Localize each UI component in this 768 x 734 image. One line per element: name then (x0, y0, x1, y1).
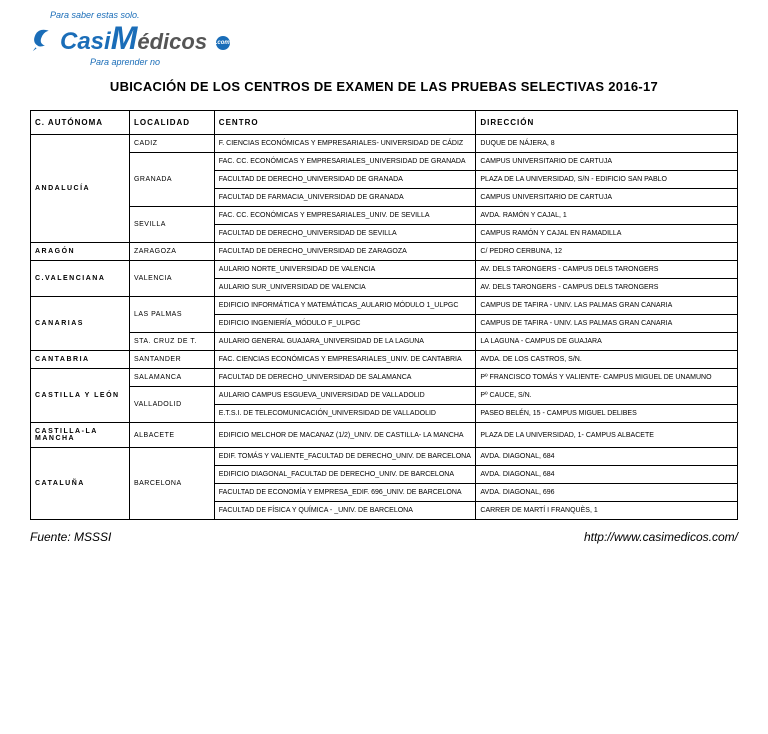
cell-region: C.VALENCIANA (31, 261, 130, 297)
cell-center: FACULTAD DE FARMACIA_UNIVERSIDAD DE GRAN… (214, 189, 476, 207)
cell-address: CAMPUS RAMÓN Y CAJAL EN RAMADILLA (476, 225, 738, 243)
logo-edicos: édicos (137, 29, 207, 54)
cell-locality: GRANADA (129, 153, 214, 207)
table-row: VALLADOLIDAULARIO CAMPUS ESGUEVA_UNIVERS… (31, 387, 738, 405)
cell-center: AULARIO NORTE_UNIVERSIDAD DE VALENCIA (214, 261, 476, 279)
cell-center: F. CIENCIAS ECONÓMICAS Y EMPRESARIALES- … (214, 135, 476, 153)
cell-locality: VALLADOLID (129, 387, 214, 423)
cell-center: AULARIO CAMPUS ESGUEVA_UNIVERSIDAD DE VA… (214, 387, 476, 405)
cell-address: DUQUE DE NÁJERA, 8 (476, 135, 738, 153)
cell-center: FACULTAD DE DERECHO_UNIVERSIDAD DE GRANA… (214, 171, 476, 189)
logo-dot-icon: .com (216, 36, 230, 50)
cell-center: EDIFICIO INFORMÁTICA Y MATEMÁTICAS_AULAR… (214, 297, 476, 315)
cell-center: FACULTAD DE DERECHO_UNIVERSIDAD DE SEVIL… (214, 225, 476, 243)
cell-center: FACULTAD DE DERECHO_UNIVERSIDAD DE ZARAG… (214, 243, 476, 261)
table-row: SEVILLAFAC. CC. ECONÓMICAS Y EMPRESARIAL… (31, 207, 738, 225)
cell-center: FACULTAD DE FÍSICA Y QUÍMICA - _UNIV. DE… (214, 502, 476, 520)
cell-locality: SALAMANCA (129, 369, 214, 387)
cell-address: CAMPUS DE TAFIRA - UNIV. LAS PALMAS GRAN… (476, 315, 738, 333)
cell-locality: VALENCIA (129, 261, 214, 297)
cell-address: PLAZA DE LA UNIVERSIDAD, S/N - EDIFICIO … (476, 171, 738, 189)
table-row: CATALUÑABARCELONAEDIF. TOMÁS Y VALIENTE_… (31, 448, 738, 466)
cell-address: AV. DELS TARONGERS - CAMPUS DELS TARONGE… (476, 279, 738, 297)
cell-center: FACULTAD DE ECONOMÍA Y EMPRESA_EDIF. 696… (214, 484, 476, 502)
cell-address: AVDA. DIAGONAL, 696 (476, 484, 738, 502)
cell-region: ANDALUCÍA (31, 135, 130, 243)
logo-m: M (111, 20, 138, 56)
cell-address: CAMPUS DE TAFIRA - UNIV. LAS PALMAS GRAN… (476, 297, 738, 315)
cell-address: AVDA. RAMÓN Y CAJAL, 1 (476, 207, 738, 225)
logo-main-row: CasiMédicos .com (30, 20, 738, 57)
table-row: CASTILLA Y LEÓNSALAMANCAFACULTAD DE DERE… (31, 369, 738, 387)
cell-locality: SEVILLA (129, 207, 214, 243)
cell-address: PASEO BELÉN, 15 - CAMPUS MIGUEL DELIBES (476, 405, 738, 423)
footer-url: http://www.casimedicos.com/ (584, 530, 738, 544)
cell-address: CAMPUS UNIVERSITARIO DE CARTUJA (476, 189, 738, 207)
cell-locality: BARCELONA (129, 448, 214, 520)
cell-center: AULARIO SUR_UNIVERSIDAD DE VALENCIA (214, 279, 476, 297)
cell-address: AVDA. DE LOS CASTROS, S/N. (476, 351, 738, 369)
cell-locality: ZARAGOZA (129, 243, 214, 261)
cell-region: CANTABRIA (31, 351, 130, 369)
cell-locality: STA. CRUZ DE T. (129, 333, 214, 351)
table-row: ANDALUCÍACADIZF. CIENCIAS ECONÓMICAS Y E… (31, 135, 738, 153)
page-title: UBICACIÓN DE LOS CENTROS DE EXAMEN DE LA… (30, 79, 738, 94)
table-header-row: C. AUTÓNOMA LOCALIDAD CENTRO DIRECCIÓN (31, 111, 738, 135)
cell-center: E.T.S.I. DE TELECOMUNICACIÓN_UNIVERSIDAD… (214, 405, 476, 423)
footer: Fuente: MSSSI http://www.casimedicos.com… (30, 530, 738, 544)
header-locality: LOCALIDAD (129, 111, 214, 135)
table-row: CASTILLA-LA MANCHAALBACETEEDIFICIO MELCH… (31, 423, 738, 448)
table-row: STA. CRUZ DE T.AULARIO GENERAL GUAJARA_U… (31, 333, 738, 351)
logo-tagline-top: Para saber estas solo. (50, 10, 738, 20)
table-body: ANDALUCÍACADIZF. CIENCIAS ECONÓMICAS Y E… (31, 135, 738, 520)
cell-center: EDIF. TOMÁS Y VALIENTE_FACULTAD DE DEREC… (214, 448, 476, 466)
swirl-icon (30, 25, 58, 53)
cell-address: Pº FRANCISCO TOMÁS Y VALIENTE- CAMPUS MI… (476, 369, 738, 387)
cell-region: CANARIAS (31, 297, 130, 351)
table-row: CANTABRIASANTANDERFAC. CIENCIAS ECONÓMIC… (31, 351, 738, 369)
header-center: CENTRO (214, 111, 476, 135)
cell-center: FAC. CC. ECONÓMICAS Y EMPRESARIALES_UNIV… (214, 153, 476, 171)
footer-source: Fuente: MSSSI (30, 530, 111, 544)
cell-region: CATALUÑA (31, 448, 130, 520)
cell-center: FACULTAD DE DERECHO_UNIVERSIDAD DE SALAM… (214, 369, 476, 387)
cell-address: AVDA. DIAGONAL, 684 (476, 448, 738, 466)
cell-region: CASTILLA-LA MANCHA (31, 423, 130, 448)
header-region: C. AUTÓNOMA (31, 111, 130, 135)
cell-locality: CADIZ (129, 135, 214, 153)
cell-address: CARRER DE MARTÍ I FRANQUÈS, 1 (476, 502, 738, 520)
logo-text: CasiMédicos .com (60, 20, 230, 57)
cell-center: FAC. CC. ECONÓMICAS Y EMPRESARIALES_UNIV… (214, 207, 476, 225)
cell-locality: ALBACETE (129, 423, 214, 448)
table-row: ARAGÓNZARAGOZAFACULTAD DE DERECHO_UNIVER… (31, 243, 738, 261)
table-row: CANARIASLAS PALMASEDIFICIO INFORMÁTICA Y… (31, 297, 738, 315)
header-address: DIRECCIÓN (476, 111, 738, 135)
cell-center: FAC. CIENCIAS ECONÓMICAS Y EMPRESARIALES… (214, 351, 476, 369)
exam-centers-table: C. AUTÓNOMA LOCALIDAD CENTRO DIRECCIÓN A… (30, 110, 738, 520)
cell-address: Pº CAUCE, S/N. (476, 387, 738, 405)
cell-center: EDIFICIO MELCHOR DE MACANAZ (1/2)_UNIV. … (214, 423, 476, 448)
cell-center: AULARIO GENERAL GUAJARA_UNIVERSIDAD DE L… (214, 333, 476, 351)
logo-casi: Casi (60, 28, 111, 55)
table-row: GRANADAFAC. CC. ECONÓMICAS Y EMPRESARIAL… (31, 153, 738, 171)
cell-address: PLAZA DE LA UNIVERSIDAD, 1- CAMPUS ALBAC… (476, 423, 738, 448)
cell-locality: LAS PALMAS (129, 297, 214, 333)
cell-center: EDIFICIO DIAGONAL_FACULTAD DE DERECHO_UN… (214, 466, 476, 484)
cell-address: AV. DELS TARONGERS - CAMPUS DELS TARONGE… (476, 261, 738, 279)
cell-address: LA LAGUNA - CAMPUS DE GUAJARA (476, 333, 738, 351)
cell-locality: SANTANDER (129, 351, 214, 369)
cell-region: CASTILLA Y LEÓN (31, 369, 130, 423)
cell-address: CAMPUS UNIVERSITARIO DE CARTUJA (476, 153, 738, 171)
logo-tagline-bottom: Para aprender no (90, 57, 738, 67)
table-row: C.VALENCIANAVALENCIAAULARIO NORTE_UNIVER… (31, 261, 738, 279)
cell-address: C/ PEDRO CERBUNA, 12 (476, 243, 738, 261)
logo: Para saber estas solo. CasiMédicos .com … (30, 10, 738, 67)
cell-region: ARAGÓN (31, 243, 130, 261)
cell-center: EDIFICIO INGENIERÍA_MÓDULO F_ULPGC (214, 315, 476, 333)
cell-address: AVDA. DIAGONAL, 684 (476, 466, 738, 484)
